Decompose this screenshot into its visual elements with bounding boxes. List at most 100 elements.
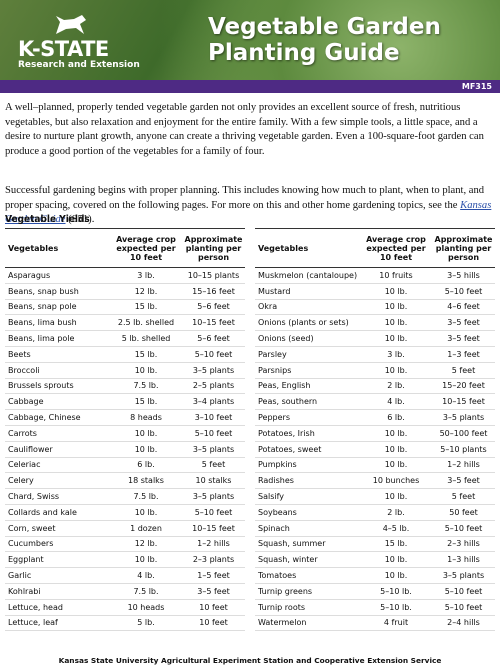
- logo-name: K-STATE: [18, 37, 109, 61]
- cell: Peas, southern: [258, 397, 318, 407]
- cell: 5–6 feet: [197, 334, 230, 344]
- row: Peppers 6 lb. 3–5 plants: [255, 410, 495, 426]
- cell: 3–5 hills: [447, 270, 480, 280]
- row: Salsify 10 lb. 5 feet: [255, 489, 495, 505]
- row: Celery 18 stalks 10 stalks: [5, 473, 245, 490]
- cell: 1–3 hills: [447, 555, 480, 565]
- row: Beans, snap bush 12 lb. 15–16 feet: [5, 284, 245, 300]
- cell: Turnip greens: [258, 586, 313, 596]
- row: Soybeans 2 lb. 50 feet: [255, 505, 495, 521]
- cell: 12 lb.: [134, 539, 158, 549]
- cell: Beans, snap pole: [8, 302, 77, 312]
- cell: Cabbage: [8, 397, 44, 407]
- cell: Squash, winter: [258, 555, 318, 565]
- cell: 10 bunches: [372, 476, 420, 486]
- cell: 10 lb.: [384, 571, 408, 581]
- cell: 10 lb.: [384, 555, 408, 565]
- cell: 10 lb.: [384, 318, 408, 328]
- row: Collards and kale 10 lb. 5–10 feet: [5, 505, 245, 521]
- cell: 2 lb.: [387, 507, 405, 517]
- cell: Kohlrabi: [8, 586, 41, 596]
- text: Successful gardening begins with proper …: [5, 185, 485, 211]
- cell: 10 lb.: [134, 428, 158, 438]
- cell: Cucumbers: [8, 539, 54, 549]
- logo: K-STATE Research and Extension: [18, 38, 140, 70]
- cell: Carrots: [8, 428, 37, 438]
- cell: Soybeans: [258, 507, 297, 517]
- link[interactable]: Kansas Garden Guide: [5, 199, 492, 226]
- cell: 10 lb.: [384, 460, 408, 470]
- cell: Okra: [258, 302, 278, 312]
- table-title: Vegetable Yields: [5, 214, 90, 225]
- column-header: Vegetables: [8, 243, 59, 253]
- cell: 2–3 hills: [447, 539, 480, 549]
- cell: 3–10 feet: [194, 413, 233, 423]
- cell: 3–5 plants: [192, 365, 235, 375]
- row: Parsnips 10 lb. 5 feet: [255, 363, 495, 379]
- row: Carrots 10 lb. 5–10 feet: [5, 426, 245, 442]
- logo-icon: [56, 15, 86, 34]
- row: Onions (seed) 10 lb. 3–5 feet: [255, 331, 495, 347]
- cell: 5–10 feet: [444, 286, 483, 296]
- cell: 3–5 plants: [442, 571, 485, 581]
- cell: 5–10 lb.: [380, 602, 412, 612]
- column-header: Average crop expected per 10 feet: [366, 234, 426, 262]
- cell: 10 lb.: [384, 302, 408, 312]
- band: MF315: [0, 80, 500, 93]
- cell: Potatoes, Irish: [258, 428, 315, 438]
- cell: Collards and kale: [8, 507, 77, 517]
- cell: 4 fruit: [383, 618, 409, 628]
- cell: 10 feet: [199, 618, 228, 628]
- row: Cabbage 15 lb. 3–4 plants: [5, 394, 245, 411]
- cell: 5–6 feet: [197, 302, 230, 312]
- column-header: Approximate planting per person: [184, 234, 243, 262]
- table: Vegetables Average crop expected per 10 f…: [255, 228, 495, 632]
- cell: Broccoli: [8, 365, 40, 375]
- cell: 4 lb.: [137, 571, 155, 581]
- cell: Squash, summer: [258, 539, 326, 549]
- title: Vegetable Garden Planting Guide: [208, 14, 441, 66]
- cell: 2.5 lb. shelled: [117, 318, 175, 328]
- row: Watermelon 4 fruit 2–4 hills: [255, 616, 495, 632]
- cell: 1–2 hills: [197, 539, 230, 549]
- cell: 6 lb.: [137, 460, 155, 470]
- row: Squash, summer 15 lb. 2–3 hills: [255, 537, 495, 553]
- cell: 5 lb. shelled: [121, 334, 171, 344]
- cell: 15–20 feet: [442, 381, 485, 391]
- row: Peas, English 2 lb. 15–20 feet: [255, 379, 495, 395]
- cell: Beans, snap bush: [8, 286, 79, 296]
- cell: 12 lb.: [134, 286, 158, 296]
- cell: 5–10 lb.: [380, 586, 412, 596]
- cell: Onions (plants or sets): [258, 318, 349, 328]
- row: Peas, southern 4 lb. 10–15 feet: [255, 394, 495, 411]
- cell: 1–2 hills: [447, 460, 480, 470]
- cell: 3–5 feet: [447, 318, 480, 328]
- cell: 5 feet: [201, 460, 226, 470]
- cell: 50 feet: [449, 507, 478, 517]
- cell: 3–5 feet: [447, 334, 480, 344]
- cell: 10 lb.: [134, 507, 158, 517]
- cell: 5–10 feet: [194, 507, 233, 517]
- cell: 15 lb.: [384, 539, 408, 549]
- cell: 2–5 plants: [192, 381, 235, 391]
- cell: 3–5 plants: [192, 492, 235, 502]
- cell: Parsley: [258, 349, 287, 359]
- cell: 10 feet: [199, 602, 228, 612]
- cell: 4–5 lb.: [382, 523, 410, 533]
- title-line: Planting Guide: [208, 40, 400, 66]
- cell: 1–5 feet: [197, 571, 230, 581]
- cell: 3–5 feet: [197, 586, 230, 596]
- cell: Salsify: [258, 492, 285, 502]
- pub-code: MF315: [461, 82, 492, 91]
- row: Cucumbers 12 lb. 1–2 hills: [5, 537, 245, 553]
- cell: 10 lb.: [134, 555, 158, 565]
- row: Kohlrabi 7.5 lb. 3–5 feet: [5, 584, 245, 600]
- column-header: Average crop expected per 10 feet: [116, 234, 176, 262]
- cell: Celery: [8, 476, 34, 486]
- cell: Garlic: [8, 571, 32, 581]
- row: Tomatoes 10 lb. 3–5 plants: [255, 568, 495, 584]
- cell: 5 lb.: [137, 618, 155, 628]
- row: Onions (plants or sets) 10 lb. 3–5 feet: [255, 315, 495, 332]
- cell: Watermelon: [258, 618, 307, 628]
- cell: Mustard: [258, 286, 291, 296]
